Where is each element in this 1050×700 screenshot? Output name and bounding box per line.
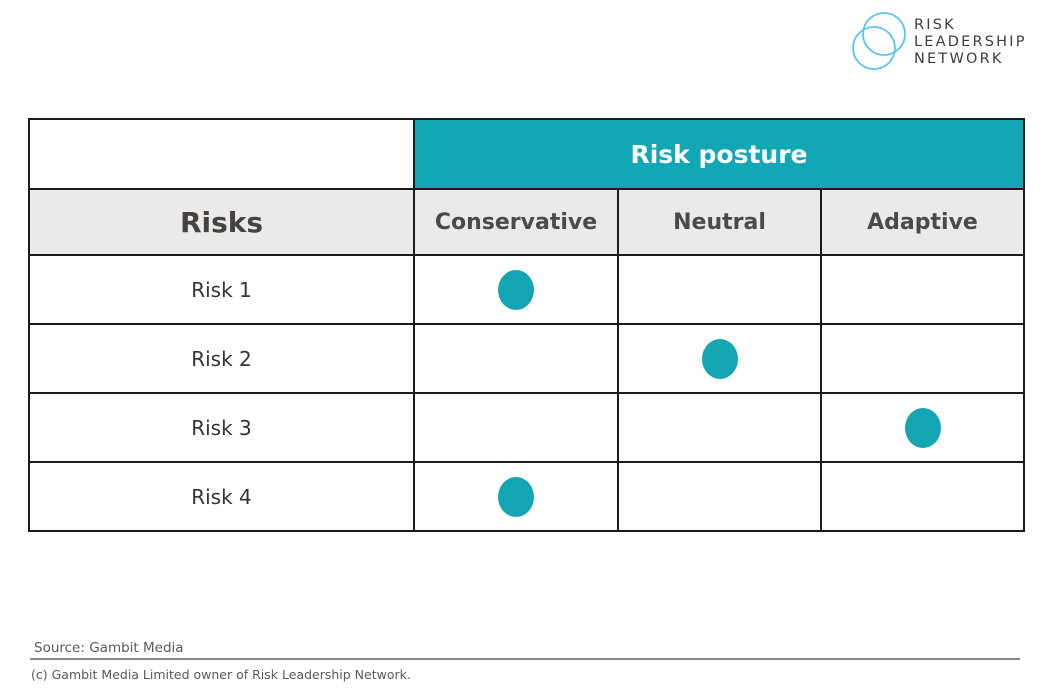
risk-leadership-network-logo: RISK LEADERSHIP NETWORK [851,8,1046,76]
posture-cell [617,461,822,532]
selection-dot [498,269,534,310]
risk-label: Risk 3 [28,392,415,463]
risk-posture-table: Risk posture Risks Conservative Neutral … [28,118,1025,532]
column-header-neutral: Neutral [617,188,822,256]
copyright-text: (c) Gambit Media Limited owner of Risk L… [31,667,411,682]
posture-cell [413,323,619,394]
posture-cell [617,323,822,394]
logo-wordmark: RISK LEADERSHIP NETWORK [914,17,1027,68]
selection-dot [701,338,738,379]
column-header-conservative: Conservative [413,188,619,256]
selection-dot [498,476,534,517]
logo-line-3: NETWORK [914,50,1004,67]
source-text: Source: Gambit Media [34,640,184,656]
risk-label: Risk 4 [28,461,415,532]
posture-cell [820,323,1025,394]
logo-line-2: LEADERSHIP [914,33,1027,50]
corner-cell [28,118,415,190]
posture-cell [617,254,822,325]
posture-cell [820,254,1025,325]
risk-posture-header: Risk posture [413,118,1025,190]
posture-cell [617,392,822,463]
table-row: Risk 2 [28,323,1025,394]
posture-cell [413,461,619,532]
table-row: Risk 4 [28,461,1025,532]
column-header-row: Risks Conservative Neutral Adaptive [28,188,1025,256]
posture-cell [413,254,619,325]
table-row: Risk 1 [28,254,1025,325]
posture-cell [820,461,1025,532]
column-header-adaptive: Adaptive [820,188,1025,256]
footer-divider [30,658,1020,660]
logo-circles-icon [852,12,906,70]
risks-header: Risks [28,188,415,256]
table-row: Risk 3 [28,392,1025,463]
logo-line-1: RISK [914,16,956,33]
selection-dot [904,407,941,448]
posture-cell [820,392,1025,463]
risk-label: Risk 1 [28,254,415,325]
group-header-row: Risk posture [28,118,1025,190]
risk-label: Risk 2 [28,323,415,394]
posture-cell [413,392,619,463]
risk-rows: Risk 1 Risk 2 Risk 3 Risk 4 [28,254,1025,532]
